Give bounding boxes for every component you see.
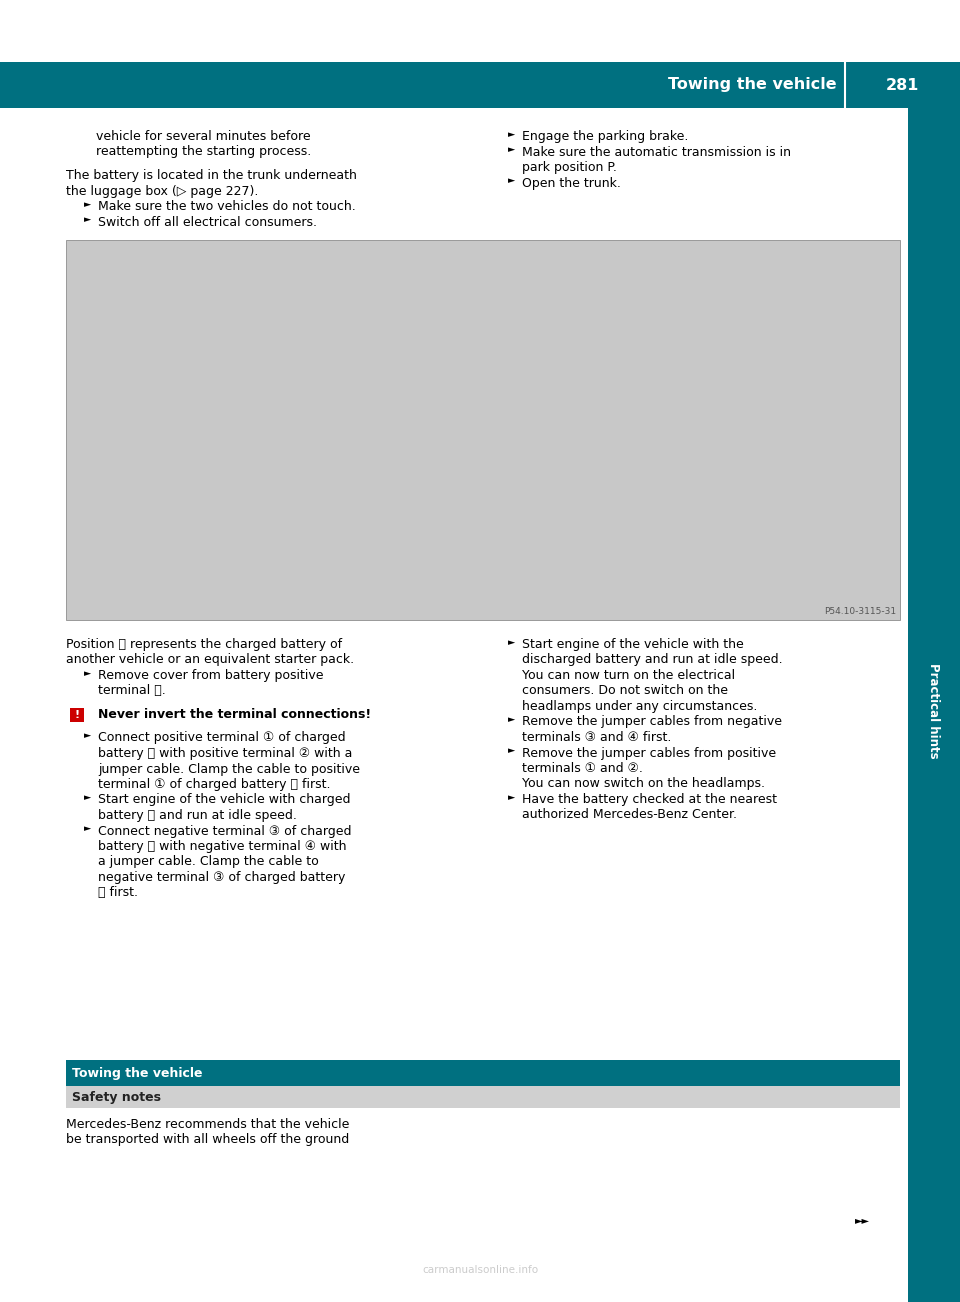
Text: Engage the parking brake.: Engage the parking brake. (522, 130, 688, 143)
Text: Remove the jumper cables from positive: Remove the jumper cables from positive (522, 746, 776, 759)
Text: jumper cable. Clamp the cable to positive: jumper cable. Clamp the cable to positiv… (98, 763, 360, 776)
Text: terminals ③ and ④ first.: terminals ③ and ④ first. (522, 730, 671, 743)
Text: Remove cover from battery positive: Remove cover from battery positive (98, 669, 324, 682)
Text: ►: ► (84, 216, 91, 224)
Text: park position P.: park position P. (522, 161, 617, 174)
Text: ►: ► (508, 716, 516, 724)
Text: Start engine of the vehicle with charged: Start engine of the vehicle with charged (98, 793, 350, 806)
Bar (66, 1086, 900, 1108)
Text: ►: ► (508, 130, 516, 139)
Text: Open the trunk.: Open the trunk. (522, 177, 621, 190)
Text: authorized Mercedes-Benz Center.: authorized Mercedes-Benz Center. (522, 809, 737, 822)
Text: Start engine of the vehicle with the: Start engine of the vehicle with the (522, 638, 744, 651)
Text: Connect positive terminal ① of charged: Connect positive terminal ① of charged (98, 732, 346, 745)
Text: be transported with all wheels off the ground: be transported with all wheels off the g… (66, 1134, 349, 1147)
Text: Connect negative terminal ③ of charged: Connect negative terminal ③ of charged (98, 824, 351, 837)
Text: ►: ► (84, 732, 91, 741)
Text: 281: 281 (886, 78, 919, 92)
Text: !: ! (75, 710, 80, 720)
Text: ►: ► (84, 669, 91, 678)
Text: discharged battery and run at idle speed.: discharged battery and run at idle speed… (522, 654, 782, 667)
Bar (0, 62, 960, 108)
Text: You can now switch on the headlamps.: You can now switch on the headlamps. (522, 777, 765, 790)
Text: terminals ① and ②.: terminals ① and ②. (522, 762, 643, 775)
Text: Towing the vehicle: Towing the vehicle (72, 1066, 203, 1079)
Text: ►: ► (84, 824, 91, 833)
Text: ►►: ►► (855, 1215, 870, 1225)
Text: Safety notes: Safety notes (72, 1091, 161, 1104)
Text: battery ⓔ with positive terminal ② with a: battery ⓔ with positive terminal ② with … (98, 747, 352, 760)
Text: another vehicle or an equivalent starter pack.: another vehicle or an equivalent starter… (66, 654, 354, 667)
Text: ►: ► (508, 793, 516, 802)
Text: the luggage box (▷ page 227).: the luggage box (▷ page 227). (66, 185, 258, 198)
Text: vehicle for several minutes before: vehicle for several minutes before (96, 130, 311, 143)
Text: The battery is located in the trunk underneath: The battery is located in the trunk unde… (66, 169, 357, 182)
Bar (908, 299, 960, 352)
Text: Never invert the terminal connections!: Never invert the terminal connections! (98, 708, 372, 721)
Bar (66, 1060, 900, 1086)
Text: Towing the vehicle: Towing the vehicle (668, 78, 837, 92)
Text: headlamps under any circumstances.: headlamps under any circumstances. (522, 700, 757, 713)
Text: Switch off all electrical consumers.: Switch off all electrical consumers. (98, 216, 317, 228)
Text: ►: ► (84, 793, 91, 802)
Text: ►: ► (508, 638, 516, 647)
Bar (908, 108, 960, 1302)
Text: carmanualsonline.info: carmanualsonline.info (422, 1266, 538, 1275)
Bar (66, 240, 900, 620)
Text: Remove the jumper cables from negative: Remove the jumper cables from negative (522, 716, 782, 729)
Text: ►: ► (508, 746, 516, 755)
Bar (70, 708, 84, 723)
Text: Make sure the automatic transmission is in: Make sure the automatic transmission is … (522, 146, 791, 159)
Text: terminal ⓑ.: terminal ⓑ. (98, 685, 166, 698)
Text: P54.10-3115-31: P54.10-3115-31 (824, 607, 896, 616)
Text: Make sure the two vehicles do not touch.: Make sure the two vehicles do not touch. (98, 201, 356, 214)
Text: ►: ► (84, 201, 91, 210)
Text: ⓔ first.: ⓔ first. (98, 887, 138, 900)
Text: Have the battery checked at the nearest: Have the battery checked at the nearest (522, 793, 777, 806)
Text: ►: ► (508, 177, 516, 185)
Text: Position ⓔ represents the charged battery of: Position ⓔ represents the charged batter… (66, 638, 342, 651)
Text: battery ⓔ and run at idle speed.: battery ⓔ and run at idle speed. (98, 809, 297, 822)
Text: Mercedes-Benz recommends that the vehicle: Mercedes-Benz recommends that the vehicl… (66, 1118, 349, 1131)
Text: reattempting the starting process.: reattempting the starting process. (96, 146, 311, 159)
Text: ►: ► (508, 146, 516, 155)
Text: You can now turn on the electrical: You can now turn on the electrical (522, 669, 735, 682)
Text: a jumper cable. Clamp the cable to: a jumper cable. Clamp the cable to (98, 855, 319, 868)
Text: Practical hints: Practical hints (927, 663, 941, 759)
Text: terminal ① of charged battery ⓔ first.: terminal ① of charged battery ⓔ first. (98, 779, 330, 792)
Text: consumers. Do not switch on the: consumers. Do not switch on the (522, 685, 728, 698)
Text: battery ⓔ with negative terminal ④ with: battery ⓔ with negative terminal ④ with (98, 840, 347, 853)
Text: negative terminal ③ of charged battery: negative terminal ③ of charged battery (98, 871, 346, 884)
